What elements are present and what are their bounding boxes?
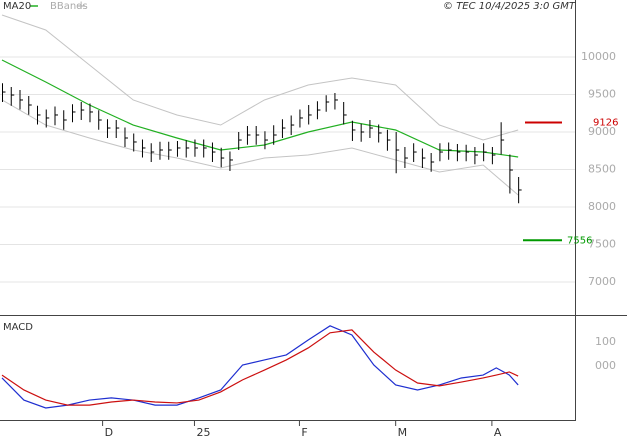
- y-tick-label: 8500: [588, 163, 616, 176]
- y-tick-label: 000: [595, 359, 616, 372]
- overlay-line: [1, 59, 519, 158]
- x-tick-label: D: [105, 426, 113, 439]
- macd-line: [1, 329, 519, 406]
- legend-label: MA20: [3, 1, 31, 12]
- macd-line: [1, 325, 519, 409]
- x-tick-label: 25: [196, 426, 210, 439]
- x-tick-label: A: [494, 426, 502, 439]
- level-label: 9126: [593, 118, 618, 129]
- y-tick-label: 9500: [588, 88, 616, 101]
- x-tick-label: F: [301, 426, 307, 439]
- y-tick-label: 8000: [588, 200, 616, 213]
- overlay-line: [1, 99, 519, 196]
- overlay-line: [1, 14, 519, 141]
- y-tick-label: 7000: [588, 275, 616, 288]
- y-tick-label: 9000: [588, 125, 616, 138]
- y-tick-label: 100: [595, 335, 616, 348]
- legend-label: BBands: [50, 1, 88, 12]
- credit: © TEC 10/4/2025 3:0 GMT: [443, 1, 576, 12]
- y-tick-label: 7500: [588, 238, 616, 251]
- level-label: 7556: [567, 235, 592, 246]
- y-tick-label: 10000: [581, 50, 616, 63]
- x-tick-label: M: [398, 426, 408, 439]
- panel-title: MACD: [3, 322, 33, 333]
